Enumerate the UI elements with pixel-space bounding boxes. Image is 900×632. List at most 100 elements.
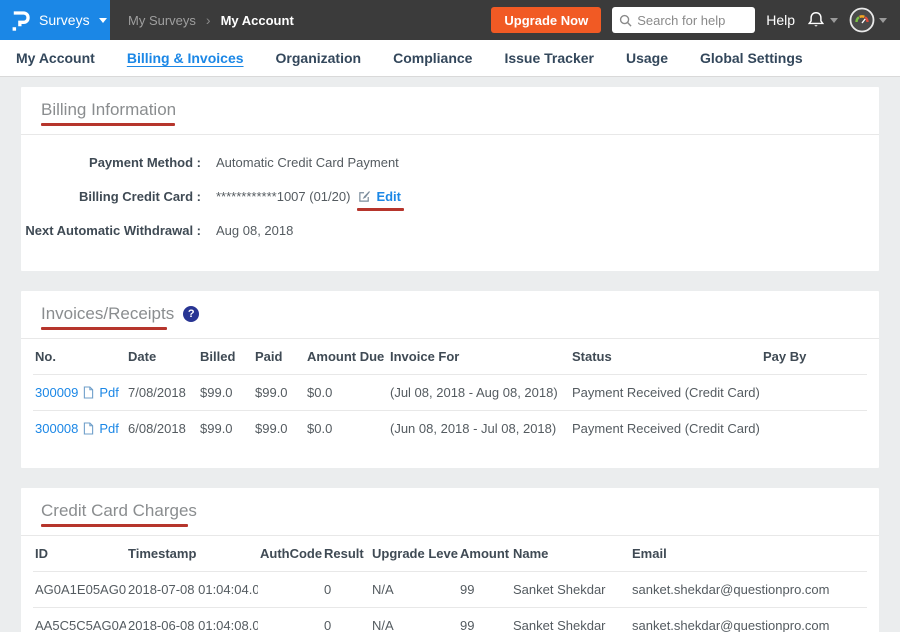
pdf-icon xyxy=(83,422,94,435)
col-paid: Paid xyxy=(253,339,305,375)
col-invoice-for: Invoice For xyxy=(388,339,570,375)
notifications-menu[interactable] xyxy=(806,10,838,30)
credit-card-charges-card: Credit Card Charges ID Timestamp AuthCod… xyxy=(21,488,879,632)
invoice-amount-due: $0.0 xyxy=(305,374,388,411)
charge-authcode xyxy=(258,571,322,608)
product-label: Surveys xyxy=(39,12,90,28)
help-circle-icon[interactable]: ? xyxy=(183,305,200,322)
charges-header-row: ID Timestamp AuthCode Result Upgrade Lev… xyxy=(33,536,867,572)
invoice-date: 6/08/2018 xyxy=(128,421,186,436)
table-row: AG0A1E05AG0A 2018-07-08 01:04:04.0 0 N/A… xyxy=(33,571,867,608)
tab-usage[interactable]: Usage xyxy=(625,50,668,66)
page-content: Billing Information Payment Method : Aut… xyxy=(0,77,900,632)
invoice-billed: $99.0 xyxy=(198,374,253,411)
payment-method-row: Payment Method : Automatic Credit Card P… xyxy=(21,145,879,179)
charges-table: ID Timestamp AuthCode Result Upgrade Lev… xyxy=(33,536,867,632)
search-input[interactable] xyxy=(637,12,749,28)
col-name: Name xyxy=(511,536,630,572)
bell-icon xyxy=(806,10,826,30)
charge-amount: 99 xyxy=(458,571,511,608)
charge-amount: 99 xyxy=(460,618,475,632)
chevron-down-icon xyxy=(830,17,838,23)
invoice-number-link[interactable]: 300009 xyxy=(35,385,79,400)
col-amount: Amount xyxy=(458,536,511,572)
charge-email: sanket.shekdar@questionpro.com xyxy=(632,618,830,632)
charge-name: Sanket Shekdar xyxy=(511,571,630,608)
col-billed: Billed xyxy=(198,339,253,375)
invoices-table-wrap: No. Date Billed Paid Amount Due Invoice … xyxy=(21,339,879,468)
invoice-paid: $99.0 xyxy=(253,374,305,411)
col-email: Email xyxy=(630,536,867,572)
help-link[interactable]: Help xyxy=(766,12,795,28)
pdf-link[interactable]: Pdf xyxy=(99,385,119,400)
charge-upgrade-level: N/A xyxy=(370,571,458,608)
chevron-down-icon xyxy=(98,17,107,23)
edit-credit-card[interactable]: Edit xyxy=(357,188,404,211)
breadcrumb: My Surveys › My Account xyxy=(128,12,294,28)
col-amount-due: Amount Due xyxy=(305,339,388,375)
invoice-number-link[interactable]: 300008 xyxy=(35,421,79,436)
invoice-pay-by xyxy=(761,411,867,447)
pdf-link[interactable]: Pdf xyxy=(99,421,119,436)
invoice-status: Payment Received (Credit Card) xyxy=(572,421,760,436)
section-title: Billing Information xyxy=(41,100,177,119)
charge-upgrade-level: N/A xyxy=(372,618,394,632)
invoice-pay-by xyxy=(761,374,867,411)
payment-method-value: Automatic Credit Card Payment xyxy=(216,154,399,170)
tab-issue-tracker[interactable]: Issue Tracker xyxy=(504,50,594,66)
section-title: Credit Card Charges xyxy=(41,501,197,520)
breadcrumb-separator-icon: › xyxy=(205,12,211,28)
annotation-underline xyxy=(41,123,175,126)
annotation-underline xyxy=(357,207,404,211)
invoice-for: (Jun 08, 2018 - Jul 08, 2018) xyxy=(390,421,557,436)
col-upgrade-level: Upgrade Level xyxy=(370,536,458,572)
table-row: 300008 Pdf 6/08/2018 $99.0 $99.0 $0.0 (Ju… xyxy=(33,411,867,447)
col-date: Date xyxy=(126,339,198,375)
invoice-amount-due: $0.0 xyxy=(307,421,333,436)
invoices-receipts-card: Invoices/Receipts? No. Date Billed Paid … xyxy=(21,291,879,468)
tab-my-account[interactable]: My Account xyxy=(16,50,95,66)
invoice-date: 7/08/2018 xyxy=(126,374,198,411)
help-search[interactable] xyxy=(612,7,756,33)
masked-card-number: ************1007 (01/20) xyxy=(216,188,351,204)
annotation-underline xyxy=(41,524,188,527)
payment-method-label: Payment Method : xyxy=(89,154,201,170)
col-result: Result xyxy=(322,536,370,572)
edit-pencil-icon xyxy=(358,190,371,203)
tab-compliance[interactable]: Compliance xyxy=(393,50,473,66)
upgrade-now-button[interactable]: Upgrade Now xyxy=(491,7,602,33)
breadcrumb-parent[interactable]: My Surveys xyxy=(128,12,196,28)
charge-timestamp: 2018-07-08 01:04:04.0 xyxy=(126,571,258,608)
topbar-actions: Upgrade Now Help xyxy=(491,7,900,33)
col-authcode: AuthCode xyxy=(258,536,322,572)
invoice-for: (Jul 08, 2018 - Aug 08, 2018) xyxy=(388,374,570,411)
col-id: ID xyxy=(33,536,126,572)
tab-organization[interactable]: Organization xyxy=(275,50,362,66)
invoice-status: Payment Received (Credit Card) xyxy=(570,374,761,411)
tab-global-settings[interactable]: Global Settings xyxy=(700,50,803,66)
avatar xyxy=(849,7,875,33)
next-withdrawal-value: Aug 08, 2018 xyxy=(216,222,294,238)
charge-authcode xyxy=(258,608,322,632)
product-switcher[interactable]: Surveys xyxy=(0,0,110,40)
charge-timestamp: 2018-06-08 01:04:08.0 xyxy=(128,618,258,632)
section-title: Invoices/Receipts xyxy=(41,304,175,323)
table-row: AA5C5C5AG0A 2018-06-08 01:04:08.0 0 N/A … xyxy=(33,608,867,632)
invoices-header-row: No. Date Billed Paid Amount Due Invoice … xyxy=(33,339,867,375)
billing-credit-card-value: ************1007 (01/20) Edit xyxy=(216,188,404,211)
breadcrumb-current: My Account xyxy=(220,12,294,28)
tab-billing-invoices[interactable]: Billing & Invoices xyxy=(126,50,244,66)
col-no: No. xyxy=(33,339,126,375)
billing-information-body: Payment Method : Automatic Credit Card P… xyxy=(21,135,879,271)
billing-credit-card-label: Billing Credit Card : xyxy=(78,188,201,204)
questionpro-logo-icon xyxy=(11,8,30,33)
charge-id: AG0A1E05AG0A xyxy=(33,571,126,608)
pdf-icon xyxy=(83,386,94,399)
charge-id: AA5C5C5AG0A xyxy=(35,618,126,632)
account-menu[interactable] xyxy=(849,7,887,33)
billing-credit-card-row: Billing Credit Card : ************1007 (… xyxy=(21,179,879,213)
top-bar: Surveys My Surveys › My Account Upgrade … xyxy=(0,0,900,40)
billing-information-card: Billing Information Payment Method : Aut… xyxy=(21,87,879,271)
invoice-billed: $99.0 xyxy=(200,421,233,436)
edit-link[interactable]: Edit xyxy=(376,188,401,204)
